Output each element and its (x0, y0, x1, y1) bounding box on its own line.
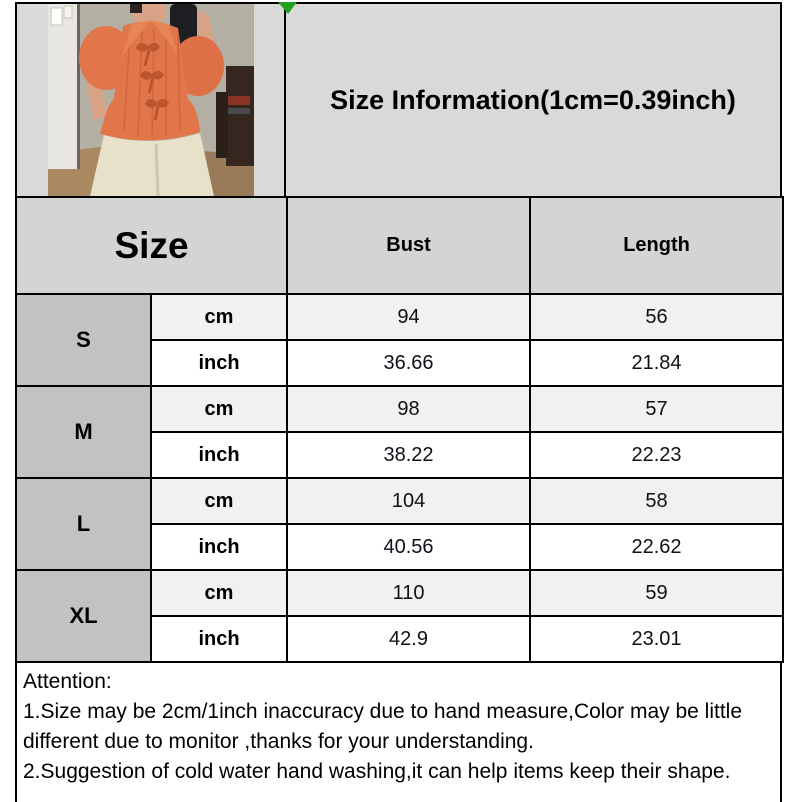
unit-label: inch (149, 523, 289, 571)
product-photo (47, 4, 254, 196)
bust-value: 94 (286, 293, 532, 341)
unit-label: inch (149, 339, 289, 387)
size-label-s: S (15, 293, 152, 387)
length-value: 22.23 (529, 431, 785, 479)
column-header-length: Length (529, 196, 785, 295)
attention-note-1: 1.Size may be 2cm/1inch inaccuracy due t… (23, 700, 743, 753)
size-label-xl: XL (15, 569, 152, 663)
top-row: Size Information(1cm=0.39inch) (15, 2, 782, 198)
page-title: Size Information(1cm=0.39inch) (330, 84, 736, 115)
length-value: 21.84 (529, 339, 785, 387)
unit-label: cm (149, 293, 289, 341)
unit-label: inch (149, 615, 289, 663)
length-value: 56 (529, 293, 785, 341)
product-photo-cell (15, 2, 286, 198)
bust-value: 40.56 (286, 523, 532, 571)
length-value: 22.62 (529, 523, 785, 571)
bust-value: 110 (286, 569, 532, 617)
size-label-l: L (15, 477, 152, 571)
bust-value: 104 (286, 477, 532, 525)
bust-value: 42.9 (286, 615, 532, 663)
unit-label: cm (149, 385, 289, 433)
title-cell: Size Information(1cm=0.39inch) (286, 2, 782, 198)
green-flag-icon (278, 2, 297, 14)
bust-value: 36.66 (286, 339, 532, 387)
length-value: 58 (529, 477, 785, 525)
attention-note-2: 2.Suggestion of cold water hand washing,… (23, 760, 731, 783)
length-value: 57 (529, 385, 785, 433)
table-row: inch 42.9 23.01 (16, 615, 785, 663)
table-row: XL cm 110 59 (15, 569, 785, 663)
length-value: 23.01 (529, 615, 785, 663)
table-row: inch 36.66 21.84 (16, 339, 785, 387)
size-table: Size Bust Length S cm 94 56 inch 36.66 2… (14, 196, 785, 663)
table-row: S cm 94 56 (15, 293, 785, 387)
column-header-size: Size (14, 196, 289, 295)
table-header-row: Size Bust Length (14, 196, 785, 295)
length-value: 59 (529, 569, 785, 617)
table-row: L cm 104 58 (15, 477, 785, 571)
unit-label: cm (149, 477, 289, 525)
table-row: M cm 98 57 (15, 385, 785, 479)
table-row: inch 40.56 22.62 (16, 523, 785, 571)
size-label-m: M (15, 385, 152, 479)
table-row: inch 38.22 22.23 (16, 431, 785, 479)
attention-heading: Attention: (23, 670, 112, 693)
unit-label: cm (149, 569, 289, 617)
bust-value: 38.22 (286, 431, 532, 479)
attention-box: Attention: 1.Size may be 2cm/1inch inacc… (15, 663, 782, 802)
size-chart-sheet: Size Information(1cm=0.39inch) Size Bust… (14, 2, 785, 802)
bust-value: 98 (286, 385, 532, 433)
unit-label: inch (149, 431, 289, 479)
column-header-bust: Bust (286, 196, 532, 295)
